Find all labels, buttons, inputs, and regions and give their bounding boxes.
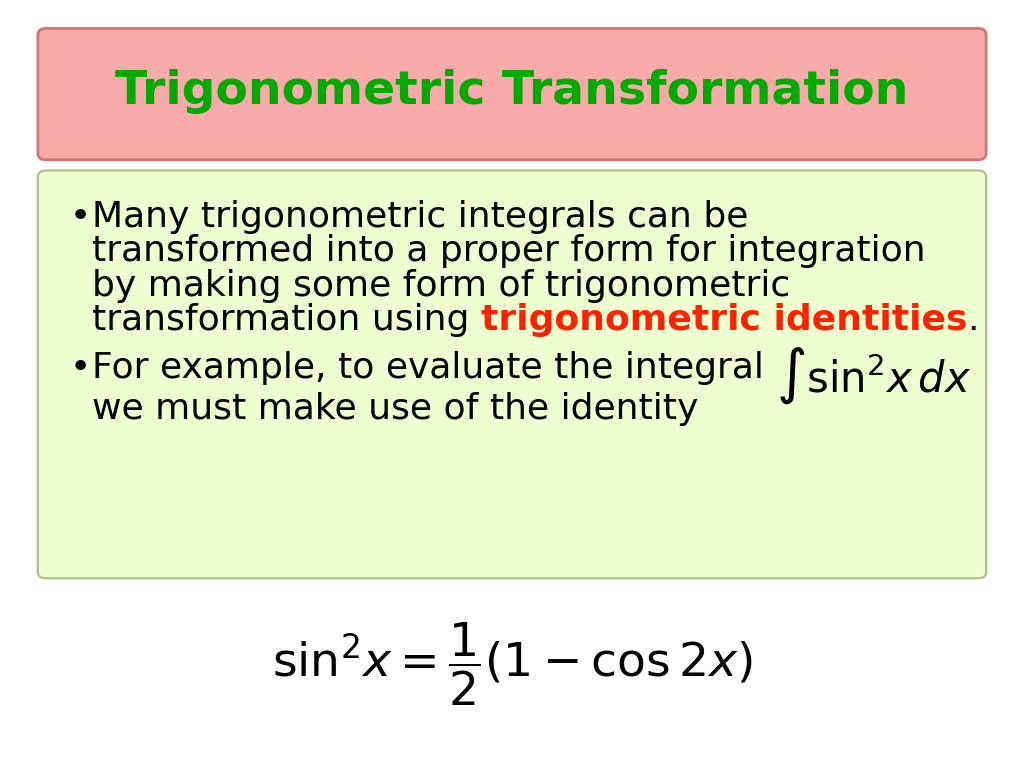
Text: by making some form of trigonometric: by making some form of trigonometric (92, 269, 791, 303)
Text: transformation using: transformation using (92, 303, 481, 337)
Text: •: • (70, 200, 91, 233)
Text: For example, to evaluate the integral: For example, to evaluate the integral (92, 351, 775, 385)
Text: .: . (968, 303, 979, 337)
Text: trigonometric identities: trigonometric identities (481, 303, 968, 337)
Text: Trigonometric Transformation: Trigonometric Transformation (116, 69, 908, 114)
FancyBboxPatch shape (38, 170, 986, 578)
Text: Many trigonometric integrals can be: Many trigonometric integrals can be (92, 200, 749, 233)
Text: •: • (70, 351, 91, 385)
Text: transformed into a proper form for integration: transformed into a proper form for integ… (92, 234, 926, 268)
Text: $\sin^{2}\! x =\dfrac{1}{2}\left(1 - \cos 2x\right)$: $\sin^{2}\! x =\dfrac{1}{2}\left(1 - \co… (271, 621, 753, 708)
Text: $\int \sin^{2}\!x\, dx$: $\int \sin^{2}\!x\, dx$ (775, 345, 971, 406)
Text: we must make use of the identity: we must make use of the identity (92, 392, 698, 425)
FancyBboxPatch shape (38, 28, 986, 160)
